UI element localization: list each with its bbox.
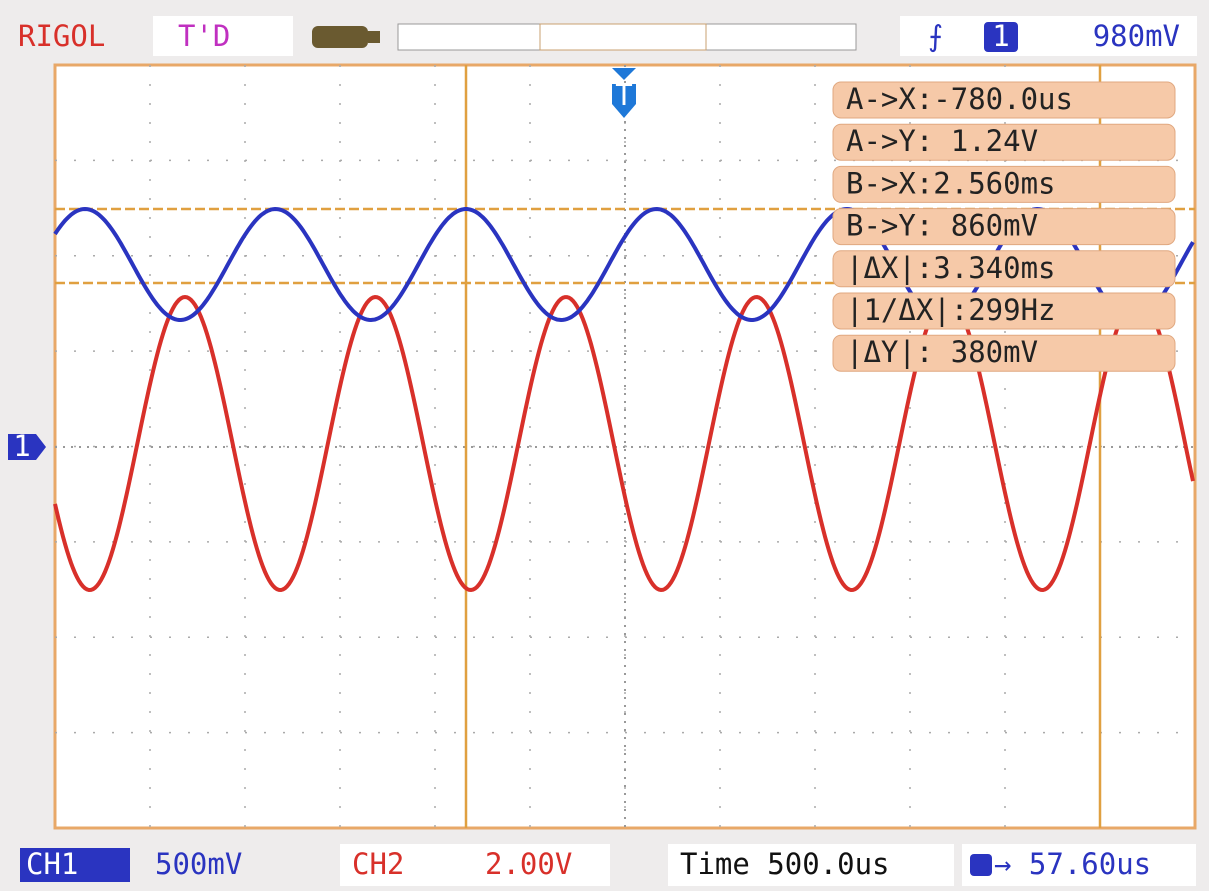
trigger-channel: 1 [992, 19, 1009, 53]
readout: A->Y: 1.24V [846, 124, 1038, 158]
readout-box [832, 208, 1176, 246]
offset-icon [970, 854, 992, 876]
readout-box [832, 292, 1176, 330]
trigger-edge-icon: ⨍ [928, 19, 943, 53]
memory-bar [397, 23, 857, 51]
ch1-scale: 500mV [155, 847, 242, 881]
brand: RIGOL [18, 19, 105, 53]
readout: |ΔY|: 380mV [846, 335, 1038, 369]
timebase-box [668, 844, 954, 886]
readout: A->X:-780.0us [846, 82, 1073, 116]
readout-box [832, 81, 1176, 119]
timebase: Time 500.0us [680, 847, 890, 881]
ch1-ground-marker [8, 434, 46, 460]
readout: |1/ΔX|:299Hz [846, 293, 1056, 327]
ch1-label-box [20, 848, 130, 882]
readout-box [832, 123, 1176, 161]
memory-window [539, 23, 707, 51]
readout: B->Y: 860mV [846, 209, 1038, 243]
offset-box [962, 844, 1196, 886]
readout: B->X:2.560ms [846, 166, 1056, 200]
cursor-readouts: A->X:-780.0us A->Y: 1.24V B->X:2.560ms B->Y… [832, 81, 1176, 372]
ch2-waveform [53, 294, 1195, 593]
ch2-label: CH2 [352, 847, 404, 881]
trigger-box [900, 16, 1197, 56]
memory-icon-tip [368, 31, 380, 43]
ch2-scale: 2.00V [485, 847, 572, 881]
status-box [153, 16, 293, 56]
readout-box [832, 334, 1176, 372]
channel-marker: 1 [13, 429, 30, 463]
status: T'D [178, 19, 230, 53]
memory-icon [312, 26, 368, 48]
readout-box [832, 250, 1176, 288]
trigger-marker: T [615, 78, 632, 112]
readout: |ΔX|:3.340ms [846, 251, 1056, 285]
ch2-box [340, 844, 610, 886]
trigger-channel-box [984, 22, 1018, 52]
trigger-position-marker [612, 68, 636, 118]
trigger-level: 980mV [1093, 19, 1180, 53]
trigger-offset: → 57.60us [994, 847, 1151, 881]
ch1-label: CH1 [26, 847, 78, 881]
readout-box [832, 165, 1176, 203]
